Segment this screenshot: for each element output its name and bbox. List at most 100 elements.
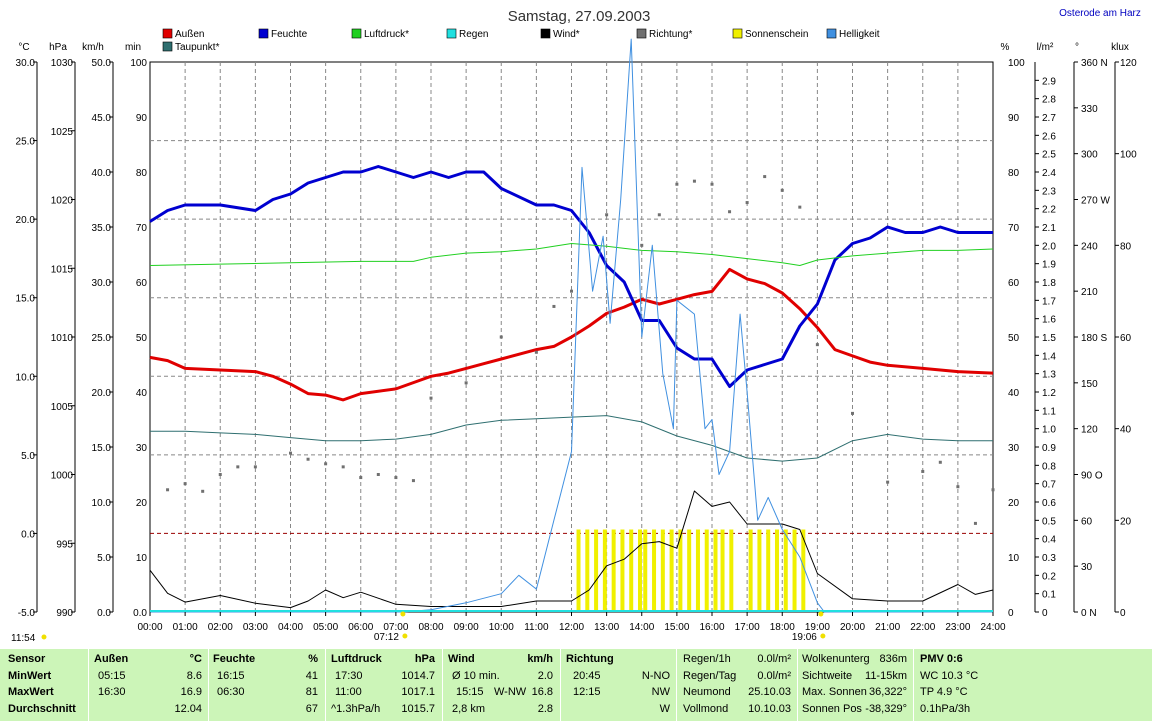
direction-point [534,350,538,354]
axis-unit-label: hPa [49,42,67,53]
klux-axis-label: 120 [1120,58,1137,69]
rain-axis-label: 2.4 [1042,168,1056,179]
sunshine-bar [695,529,700,612]
wind-axis-label: 45.0 [92,113,112,124]
pressure-axis-label: 1025 [51,127,74,138]
sichtweite-label: Sichtweite [802,669,853,682]
sun-marker [820,633,826,639]
rain-axis-label: 2.0 [1042,241,1056,252]
humidity-axis-label: 20 [1008,498,1020,509]
direction-point [236,465,240,469]
temp-axis-label: 20.0 [16,215,36,226]
sun-marker [818,611,824,617]
time-label: 02:00 [208,622,233,633]
time-label: 14:00 [629,622,654,633]
humidity-axis-label: 80 [1008,168,1020,179]
feuchte-title: Feuchte [213,653,256,665]
moon-marker [41,634,47,640]
sunshine-bar [774,529,779,612]
wind-title: Wind [448,653,475,665]
rain-axis-label: 1.1 [1042,406,1056,417]
feuchte-max-val: 81 [305,686,318,698]
rain-axis-label: 0.3 [1042,553,1056,564]
richtung-column: Richtung 20:45 N-NO 12:15 NW W [566,651,670,717]
min-axis-label: 100 [130,58,147,69]
klux-axis-label: 80 [1120,241,1132,252]
time-label: 16:00 [699,622,724,633]
wind-unit: km/h [527,653,553,665]
wind-axis-label: 10.0 [92,498,112,509]
richtung-r1-time: 20:45 [573,669,601,682]
pmv-wc: WC 10.3 °C [920,669,979,682]
wind-axis-label: 25.0 [92,333,112,344]
direction-axis-label: 150 [1081,379,1098,390]
station-name: Osterode am Harz [1059,8,1141,19]
aussen-max-val: 16.9 [180,686,202,698]
direction-point [324,462,328,466]
sunshine-bar [766,529,771,612]
sunshine-bar [704,529,709,612]
time-label: 18:00 [770,622,795,633]
temp-axis-label: 10.0 [16,372,36,383]
wind-axis-label: 20.0 [92,388,112,399]
min-axis-label: 0.0 [133,608,147,619]
pressure-axis-label: 1015 [51,264,74,275]
wind-axis-label: 0.0 [97,608,111,619]
luftdruck-trend: ^1.3hPa/h [331,702,381,715]
wind-axis-label: 40.0 [92,168,112,179]
pressure-axis-label: 1030 [51,58,74,69]
max-sonnen-val: 36,322° [868,686,907,698]
time-label: 15:00 [664,622,689,633]
vollmond-label: Vollmond [683,702,729,715]
sensor-column: Sensor MinWert MaxWert Durchschnitt [8,651,86,717]
min-axis-label: 60 [136,278,148,289]
sunshine-bar [585,529,590,612]
legend-label: Außen [175,29,204,40]
min-axis-label: 40 [136,388,148,399]
sunshine-bar [713,529,718,612]
sun-time-label: 19:06 [792,632,817,643]
rain-axis-label: 1.5 [1042,333,1056,344]
time-label: 09:00 [454,622,479,633]
legend-label: Sonnenschein [745,29,808,40]
direction-point [640,243,644,247]
legend-swatch [826,28,837,39]
direction-axis-label: 90 O [1081,471,1103,482]
aussen-title: Außen [94,653,129,665]
right-axis-units: % l/m² ° klux [1001,42,1129,53]
regen-1h-val: 0.0l/m² [757,653,791,665]
legend-label: Taupunkt* [175,42,220,53]
direction-point [289,451,292,455]
rain-axis-label: 2.2 [1042,205,1056,216]
rain-axis-label: 2.1 [1042,223,1056,234]
rain-axis-label: 0.4 [1042,535,1056,546]
aussen-unit: °C [189,653,202,665]
direction-axis-label: 240 [1081,241,1098,252]
richtung-r1-val: N-NO [641,669,670,682]
direction-axis-label: 0 N [1081,608,1097,619]
direction-point [411,479,415,483]
sun-time-label: 07:12 [374,632,399,643]
humidity-axis-label: 60 [1008,278,1020,289]
direction-point [166,488,170,492]
pressure-axis-label: 990 [56,608,73,619]
time-label: 08:00 [418,622,443,633]
rain-axis-label: 0 [1042,608,1048,619]
legend-swatch [446,28,457,39]
sunshine-bar [637,529,642,612]
axis-unit-label: l/m² [1037,42,1054,53]
direction-point [956,485,960,489]
luftdruck-max-val: 1017.1 [401,686,435,698]
klux-axis-label: 40 [1120,425,1132,436]
direction-axis-label: 270 W [1081,196,1110,207]
aussen-avg: 12.04 [174,702,202,715]
pressure-axis-label: 1010 [51,333,74,344]
wind-max-dir: W-NW [494,686,527,698]
sunshine-bars [576,529,806,612]
direction-point [675,182,679,186]
regen-tag-val: 0.0l/m² [757,669,791,682]
time-axis: 00:00 01:00 02:00 03:00 04:00 05:00 06:00 07:00… [11,611,1006,644]
time-label: 22:00 [910,622,935,633]
direction-point [429,396,433,400]
left-axis-units: °C hPa km/h min [18,42,141,53]
